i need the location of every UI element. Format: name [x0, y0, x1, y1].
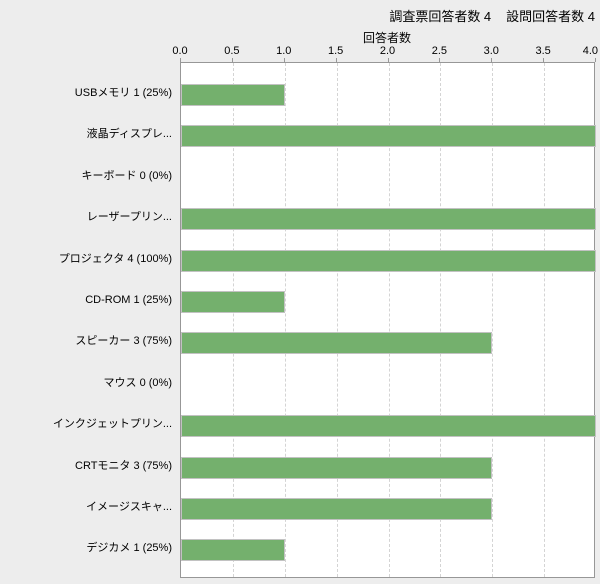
bar — [181, 84, 285, 106]
tick-mark — [335, 58, 337, 62]
gridline — [388, 63, 390, 577]
x-tick-label: 2.5 — [431, 45, 448, 57]
tick-mark — [595, 58, 596, 62]
bar — [181, 456, 493, 479]
tick-mark — [543, 58, 545, 62]
bar — [181, 539, 285, 562]
gridline — [232, 63, 234, 577]
tick-mark — [180, 58, 181, 62]
bar — [181, 332, 493, 355]
gridline — [440, 63, 442, 577]
bar — [181, 249, 596, 272]
category-label: マウス 0 (0%) — [103, 376, 172, 389]
category-label: USBメモリ 1 (25%) — [74, 87, 172, 99]
plot-area — [180, 62, 596, 578]
category-label: プロジェクタ 4 (100%) — [58, 252, 172, 265]
bar — [181, 498, 493, 520]
x-tick-label: 0.5 — [224, 45, 240, 57]
question-respondents-count: 設問回答者数 4 — [506, 9, 595, 24]
category-label: スピーカー 3 (75%) — [75, 335, 172, 348]
x-axis-title: 回答者数 — [362, 31, 412, 45]
gridline — [492, 63, 494, 577]
x-tick-label: 4.0 — [582, 45, 598, 57]
bar — [181, 125, 596, 148]
respondent-summary: 調査票回答者数 4 設問回答者数 4 — [389, 6, 595, 25]
category-label: レーザープリン... — [86, 211, 172, 224]
x-tick-label: 2.0 — [379, 45, 396, 57]
category-label: デジカメ 1 (25%) — [86, 542, 172, 555]
tick-mark — [387, 58, 389, 62]
category-label: CRTモニタ 3 (75%) — [75, 459, 172, 472]
category-label: 液晶ディスプレ... — [86, 128, 172, 141]
tick-mark — [439, 58, 441, 62]
x-tick-label: 1.0 — [276, 45, 292, 57]
category-label: キーボード 0 (0%) — [81, 169, 172, 182]
tick-mark — [283, 58, 285, 62]
gridline — [336, 63, 338, 577]
category-label: イメージスキャ... — [86, 501, 172, 513]
x-tick-label: 1.5 — [327, 45, 344, 57]
category-label: CD-ROM 1 (25%) — [85, 294, 172, 306]
x-tick-label: 3.5 — [535, 45, 551, 57]
gridline — [544, 63, 546, 577]
bar — [181, 208, 596, 231]
category-label: インクジェットプリン... — [52, 418, 172, 431]
bar — [181, 415, 596, 438]
gridline — [284, 63, 286, 577]
survey-respondents-count: 調査票回答者数 4 — [389, 9, 492, 24]
x-tick-label: 3.0 — [483, 45, 499, 57]
x-tick-label: 0.0 — [172, 45, 188, 57]
bar — [181, 291, 285, 313]
tick-mark — [491, 58, 493, 62]
tick-mark — [231, 58, 233, 62]
